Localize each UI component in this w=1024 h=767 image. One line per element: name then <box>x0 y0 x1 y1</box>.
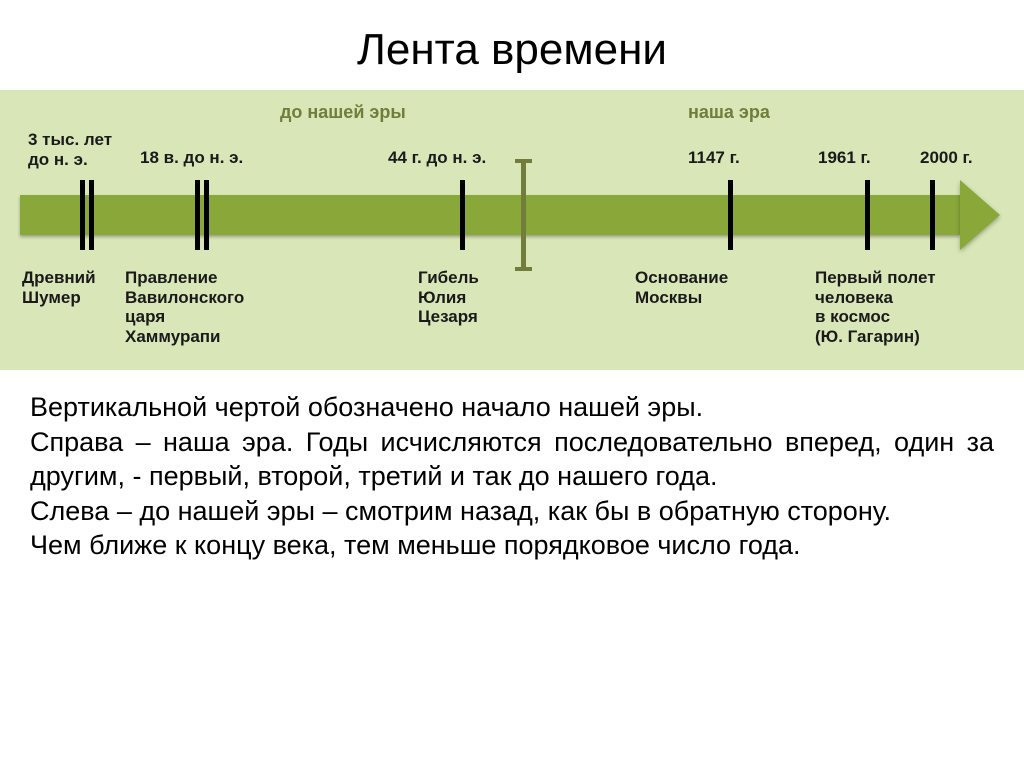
timeline-arrow <box>20 185 1014 245</box>
tick-mark <box>460 180 465 250</box>
event-label: ГибельЮлияЦезаря <box>418 268 479 327</box>
event-label: ОснованиеМосквы <box>635 268 728 307</box>
event-label: ПравлениеВавилонскогоцаряХаммурапи <box>125 268 244 346</box>
tick-mark <box>80 180 85 250</box>
tick-mark <box>195 180 200 250</box>
era-ad-label: наша эра <box>688 102 770 123</box>
tick-mark <box>930 180 935 250</box>
date-label: 3 тыс. летдо н. э. <box>28 130 112 169</box>
event-label: ДревнийШумер <box>22 268 96 307</box>
tick-mark <box>728 180 733 250</box>
body-text: Вертикальной чертой обозначено начало на… <box>0 370 1024 563</box>
timeline-panel: до нашей эры наша эра 3 тыс. летдо н. э.… <box>0 90 1024 370</box>
date-label: 1147 г. <box>688 148 740 168</box>
tick-mark <box>865 180 870 250</box>
paragraph: Вертикальной чертой обозначено начало на… <box>30 390 994 425</box>
zero-marker <box>521 161 526 269</box>
paragraph: Слева – до нашей эры – смотрим назад, ка… <box>30 494 994 529</box>
paragraph: Чем ближе к концу века, тем меньше поряд… <box>30 528 994 563</box>
era-bc-label: до нашей эры <box>280 102 406 123</box>
event-label: Первый полетчеловекав космос(Ю. Гагарин) <box>815 268 936 346</box>
date-label: 18 в. до н. э. <box>140 148 243 168</box>
date-label: 44 г. до н. э. <box>388 148 486 168</box>
paragraph: Справа – наша эра. Годы исчисляются посл… <box>30 425 994 494</box>
page-title: Лента времени <box>0 0 1024 90</box>
date-label: 1961 г. <box>818 148 871 168</box>
date-label: 2000 г. <box>920 148 973 168</box>
